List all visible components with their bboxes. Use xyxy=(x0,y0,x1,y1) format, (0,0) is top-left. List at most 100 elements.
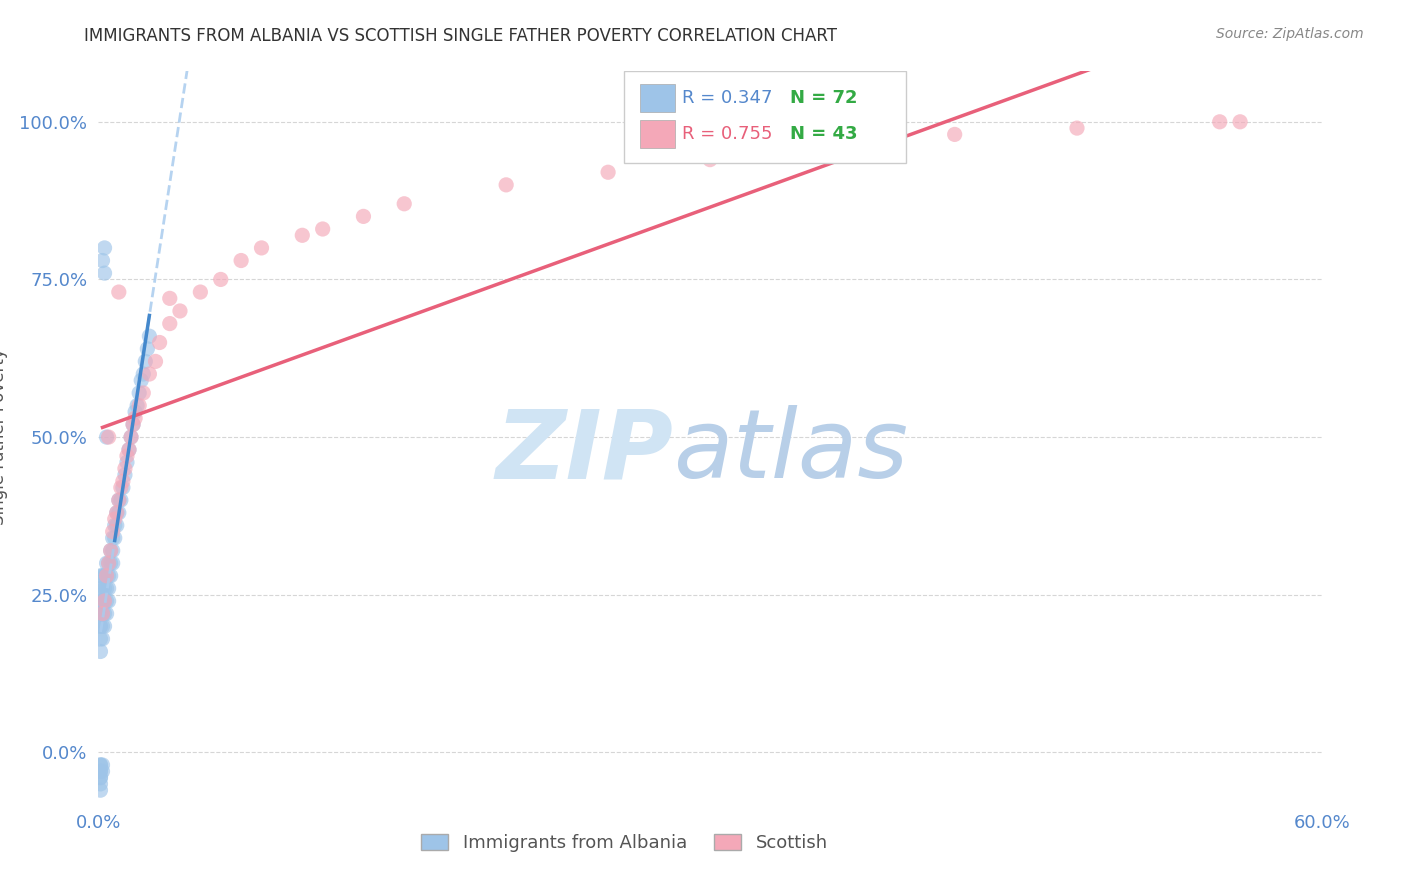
Point xyxy=(101,556,124,570)
Bar xyxy=(640,84,675,112)
Point xyxy=(100,543,122,558)
Point xyxy=(89,594,111,608)
Point xyxy=(128,386,150,401)
Point xyxy=(138,329,160,343)
Point xyxy=(91,594,114,608)
Point xyxy=(159,291,181,305)
Point xyxy=(96,430,118,444)
Point xyxy=(291,228,314,243)
Point xyxy=(105,518,128,533)
Point xyxy=(1209,115,1232,129)
Point xyxy=(699,153,721,167)
Point xyxy=(943,128,966,142)
Point xyxy=(122,417,145,432)
Point xyxy=(209,272,232,286)
Point xyxy=(97,582,120,596)
Point xyxy=(129,373,152,387)
Point xyxy=(149,335,172,350)
Point xyxy=(93,619,115,633)
Point xyxy=(89,582,111,596)
Point xyxy=(598,165,620,179)
Point xyxy=(93,241,115,255)
Point xyxy=(118,442,141,457)
Point xyxy=(1066,121,1088,136)
Point xyxy=(93,569,115,583)
Point xyxy=(1229,115,1251,129)
Point xyxy=(159,317,181,331)
Point xyxy=(97,569,120,583)
Text: IMMIGRANTS FROM ALBANIA VS SCOTTISH SINGLE FATHER POVERTY CORRELATION CHART: IMMIGRANTS FROM ALBANIA VS SCOTTISH SING… xyxy=(84,27,838,45)
Point xyxy=(97,594,120,608)
Point xyxy=(96,594,118,608)
Point xyxy=(96,569,118,583)
Point xyxy=(169,304,191,318)
Point xyxy=(100,556,122,570)
Point xyxy=(89,771,111,785)
Point xyxy=(89,644,111,658)
Point xyxy=(89,569,111,583)
Point xyxy=(188,285,212,299)
FancyBboxPatch shape xyxy=(624,71,905,163)
Point xyxy=(89,632,111,646)
Point xyxy=(392,196,416,211)
Point xyxy=(96,607,118,621)
Point xyxy=(96,569,118,583)
Point xyxy=(89,619,111,633)
Point xyxy=(352,210,374,224)
Point xyxy=(89,764,111,779)
Point xyxy=(91,582,114,596)
Point xyxy=(495,178,517,192)
Point xyxy=(104,531,127,545)
Point xyxy=(89,777,111,791)
Point xyxy=(145,354,167,368)
Text: R = 0.755: R = 0.755 xyxy=(682,125,772,144)
Point xyxy=(110,493,132,508)
Point xyxy=(124,411,146,425)
Point xyxy=(122,417,145,432)
Text: Source: ZipAtlas.com: Source: ZipAtlas.com xyxy=(1216,27,1364,41)
Bar xyxy=(640,120,675,148)
Point xyxy=(97,556,120,570)
Point xyxy=(89,764,111,779)
Point xyxy=(114,467,136,482)
Text: N = 72: N = 72 xyxy=(790,88,858,107)
Point xyxy=(93,594,115,608)
Point xyxy=(231,253,253,268)
Point xyxy=(96,582,118,596)
Point xyxy=(108,493,131,508)
Point xyxy=(91,764,114,779)
Point xyxy=(115,455,138,469)
Point xyxy=(104,518,127,533)
Point xyxy=(118,442,141,457)
Point xyxy=(120,430,142,444)
Point xyxy=(132,367,155,381)
Point xyxy=(93,582,115,596)
Point xyxy=(120,430,142,444)
Point xyxy=(101,543,124,558)
Point xyxy=(93,266,115,280)
Point xyxy=(105,506,128,520)
Text: N = 43: N = 43 xyxy=(790,125,858,144)
Point xyxy=(93,594,115,608)
Text: ZIP: ZIP xyxy=(495,405,673,499)
Point xyxy=(136,342,159,356)
Point xyxy=(93,607,115,621)
Point xyxy=(138,367,160,381)
Point xyxy=(89,758,111,772)
Point xyxy=(97,556,120,570)
Point xyxy=(108,506,131,520)
Text: atlas: atlas xyxy=(673,405,908,499)
Point xyxy=(115,449,138,463)
Point xyxy=(132,386,155,401)
Point xyxy=(250,241,273,255)
Point xyxy=(91,619,114,633)
Point xyxy=(91,607,114,621)
Point xyxy=(134,354,156,368)
Point xyxy=(862,134,884,148)
Point xyxy=(91,253,114,268)
Point xyxy=(105,506,128,520)
Point xyxy=(89,758,111,772)
Point xyxy=(89,783,111,797)
Point xyxy=(312,222,335,236)
Point xyxy=(101,524,124,539)
